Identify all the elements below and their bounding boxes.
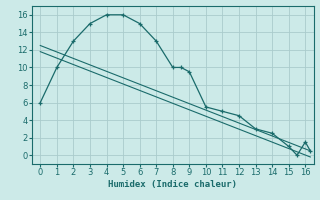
X-axis label: Humidex (Indice chaleur): Humidex (Indice chaleur) [108,180,237,189]
